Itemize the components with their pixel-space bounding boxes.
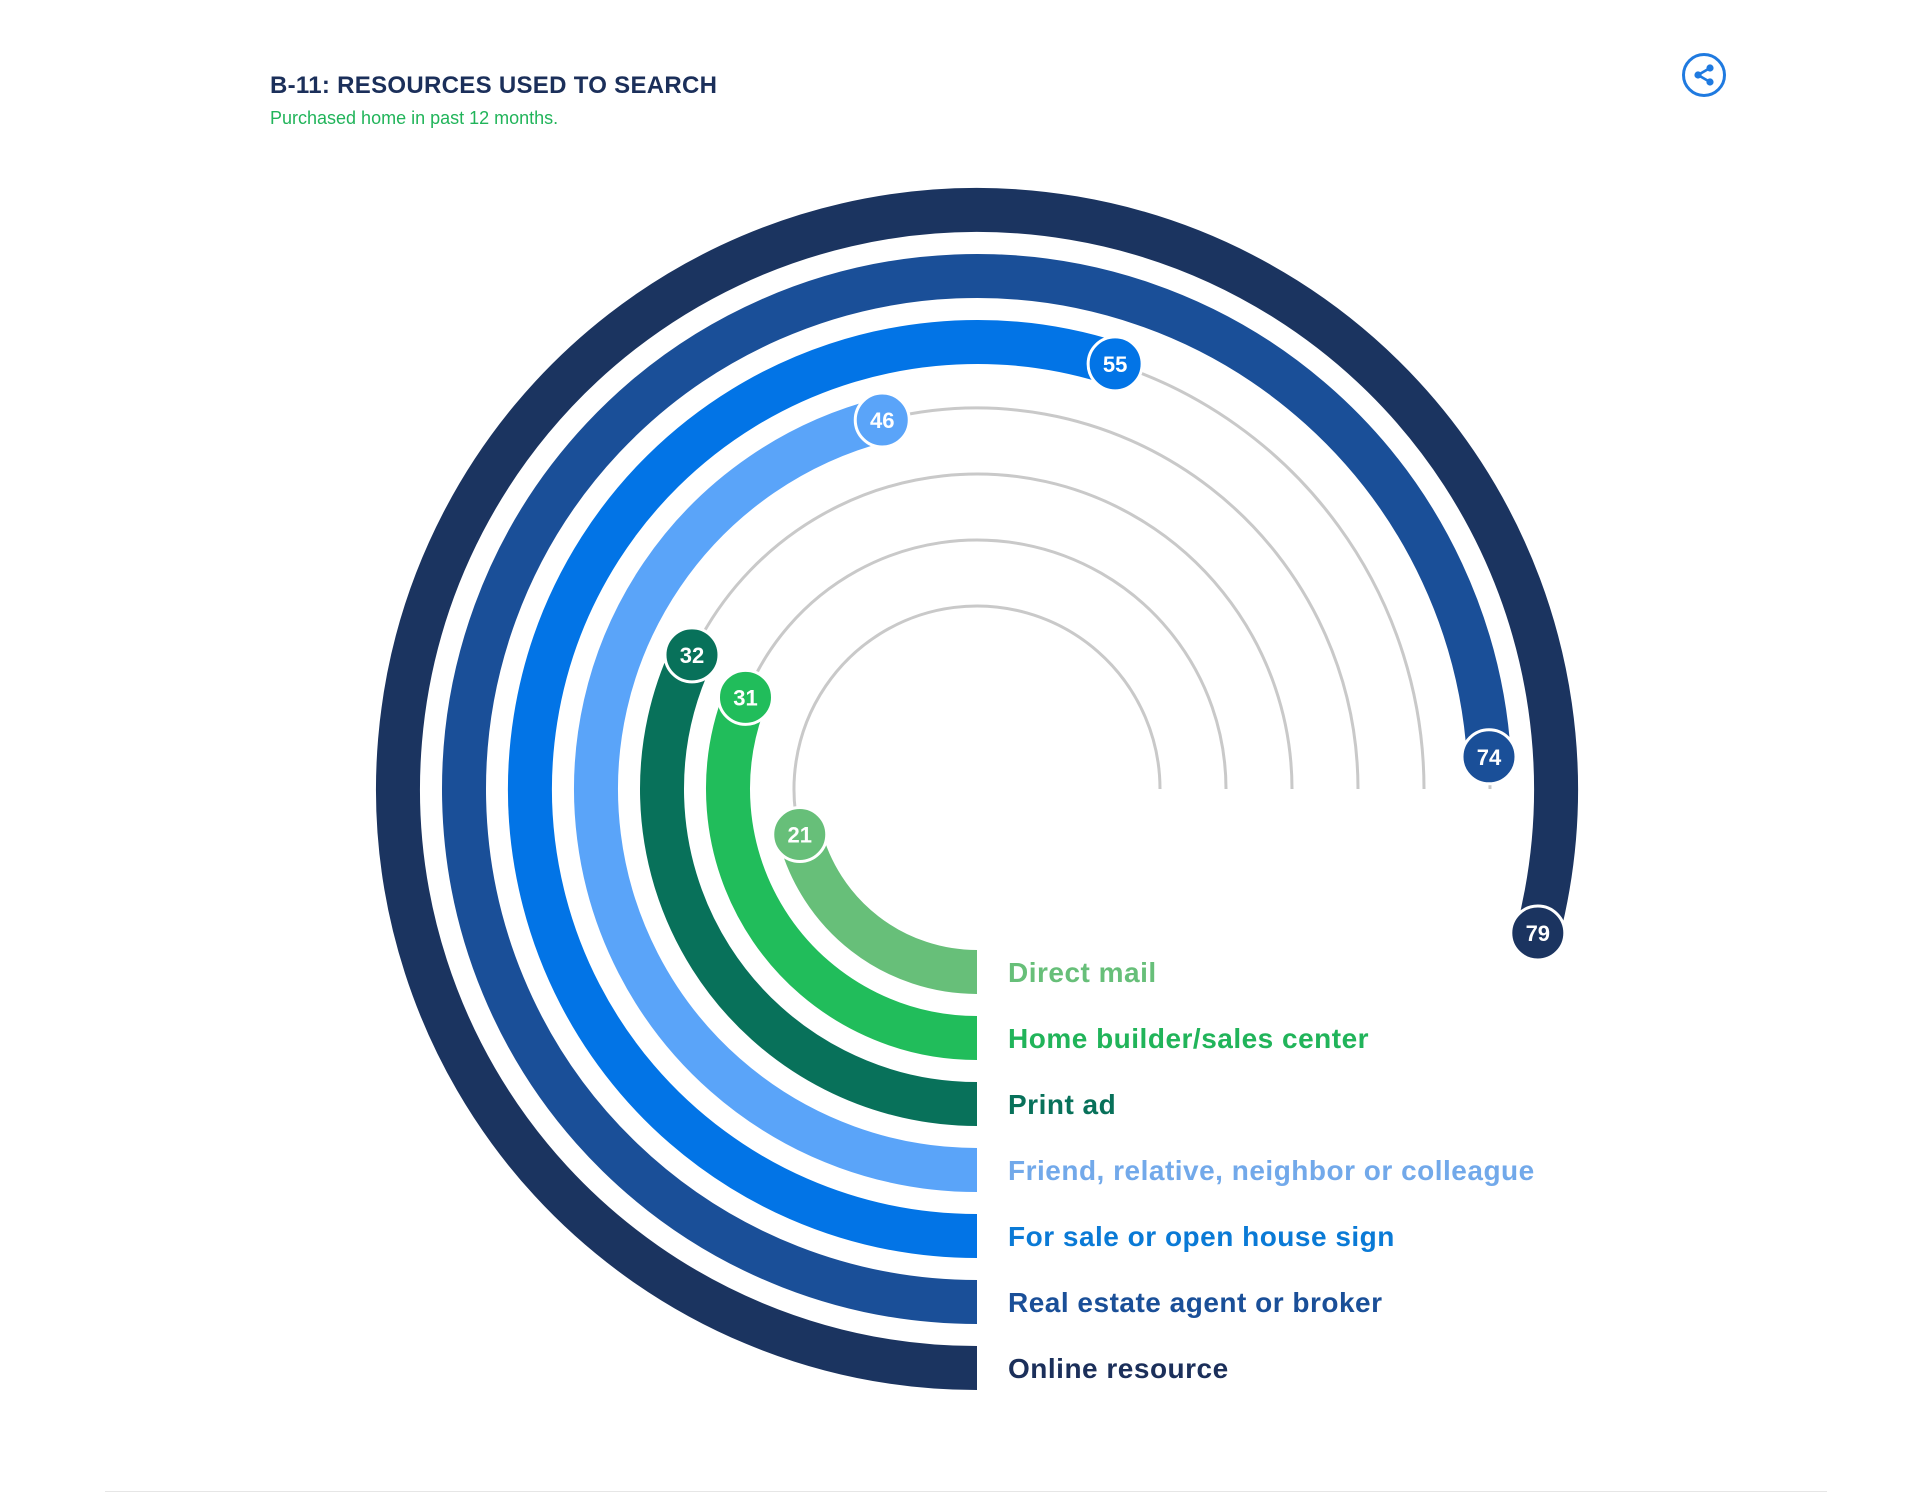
value-badge-online-resource (1509, 904, 1567, 962)
bar-real-estate-agent-or-broker (442, 254, 1511, 1324)
track-for-sale-or-open-house-sign (1114, 362, 1426, 790)
track-direct-mail (792, 604, 1162, 835)
legend-label-online-resource: Online resource (1008, 1353, 1229, 1384)
bar-home-builder-sales-center (706, 689, 978, 1060)
bar-friend-relative-neighbor-or-colleague (574, 398, 978, 1192)
value-label-online-resource: 79 (1526, 921, 1550, 946)
track-lines (690, 362, 1492, 835)
legend-label-friend-relative-neighbor-or-colleague: Friend, relative, neighbor or colleague (1008, 1155, 1535, 1186)
bar-for-sale-or-open-house-sign (507, 320, 1122, 1258)
legend-label-home-builder-sales-center: Home builder/sales center (1008, 1023, 1369, 1054)
bar-print-ad (640, 645, 978, 1126)
legend-label-real-estate-agent-or-broker: Real estate agent or broker (1008, 1287, 1383, 1318)
bar-direct-mail (778, 828, 978, 994)
value-badge-print-ad (663, 626, 721, 684)
legend-label-for-sale-or-open-house-sign: For sale or open house sign (1008, 1221, 1395, 1252)
bars (376, 188, 1578, 1390)
bar-online-resource (376, 188, 1578, 1390)
value-label-home-builder-sales-center: 31 (733, 685, 757, 710)
value-label-direct-mail: 21 (788, 823, 812, 848)
value-badge-direct-mail (771, 806, 829, 864)
value-label-for-sale-or-open-house-sign: 55 (1103, 352, 1127, 377)
chart-header: B-11: RESOURCES USED TO SEARCH Purchased… (270, 72, 717, 129)
share-button[interactable] (1682, 53, 1726, 97)
value-labels: 79 74 55 46 32 31 21 (663, 335, 1567, 962)
track-home-builder-sales-center (744, 538, 1228, 790)
value-badge-friend-relative-neighbor-or-colleague (853, 391, 911, 449)
track-friend-relative-neighbor-or-colleague (881, 406, 1360, 790)
legend: Online resource Real estate agent or brok… (1008, 957, 1535, 1384)
chart-subtitle: Purchased home in past 12 months. (270, 108, 559, 128)
value-badge-for-sale-or-open-house-sign (1086, 335, 1144, 393)
chart-title: B-11: RESOURCES USED TO SEARCH (270, 72, 718, 99)
legend-label-print-ad: Print ad (1008, 1089, 1116, 1120)
value-label-real-estate-agent-or-broker: 74 (1477, 745, 1502, 770)
track-print-ad (690, 472, 1294, 790)
share-icon (1694, 64, 1714, 86)
value-badge-real-estate-agent-or-broker (1460, 728, 1518, 786)
value-badge-home-builder-sales-center (716, 668, 774, 726)
value-label-friend-relative-neighbor-or-colleague: 46 (870, 408, 894, 433)
value-label-print-ad: 32 (680, 643, 704, 668)
legend-label-direct-mail: Direct mail (1008, 957, 1157, 988)
